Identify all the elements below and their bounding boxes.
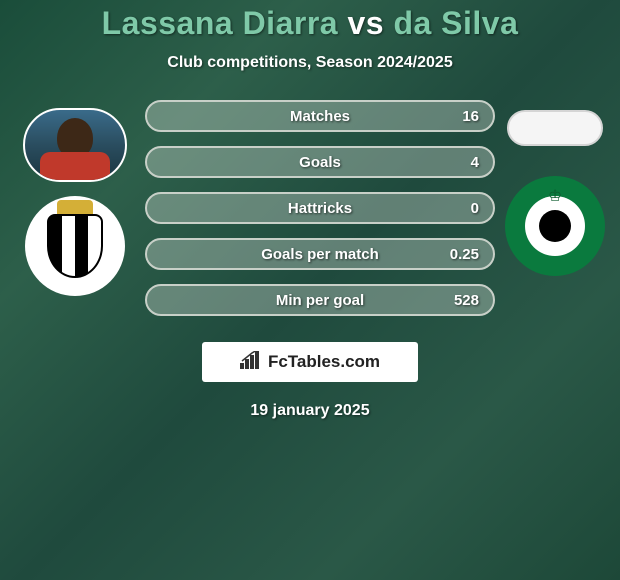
stat-bar-hattricks: Hattricks 0 [145,192,495,224]
stat-value: 528 [454,292,479,309]
stat-bar-mpg: Min per goal 528 [145,284,495,316]
stat-label: Goals per match [261,246,379,263]
stat-value: 0 [471,200,479,217]
main-row: Matches 16 Goals 4 Hattricks 0 Goals per… [0,100,620,316]
stat-value: 0.25 [450,246,479,263]
stat-bar-matches: Matches 16 [145,100,495,132]
vs-word: vs [347,5,384,41]
stat-label: Min per goal [276,292,364,309]
player2-name: da Silva [393,5,518,41]
stat-value: 16 [462,108,479,125]
stat-label: Matches [290,108,350,125]
shield-icon [47,214,103,278]
date: 19 january 2025 [0,402,620,420]
crown-icon: ♔ [548,186,562,206]
source-logo: FcTables.com [202,342,418,382]
stat-bar-gpm: Goals per match 0.25 [145,238,495,270]
left-column [15,100,135,296]
subtitle: Club competitions, Season 2024/2025 [0,54,620,72]
player1-name: Lassana Diarra [102,5,338,41]
player1-club-badge [25,196,125,296]
player1-avatar [23,108,127,182]
right-column: ♔ [505,100,605,276]
comparison-card: Lassana Diarra vs da Silva Club competit… [0,0,620,420]
stats-column: Matches 16 Goals 4 Hattricks 0 Goals per… [145,100,495,316]
stat-label: Goals [299,154,341,171]
page-title: Lassana Diarra vs da Silva [0,5,620,42]
player2-avatar [507,110,603,146]
player2-club-badge: ♔ [505,176,605,276]
stat-label: Hattricks [288,200,352,217]
chart-icon [240,351,262,374]
dot-icon [539,210,571,242]
stat-value: 4 [471,154,479,171]
stat-bar-goals: Goals 4 [145,146,495,178]
logo-text: FcTables.com [268,352,380,372]
